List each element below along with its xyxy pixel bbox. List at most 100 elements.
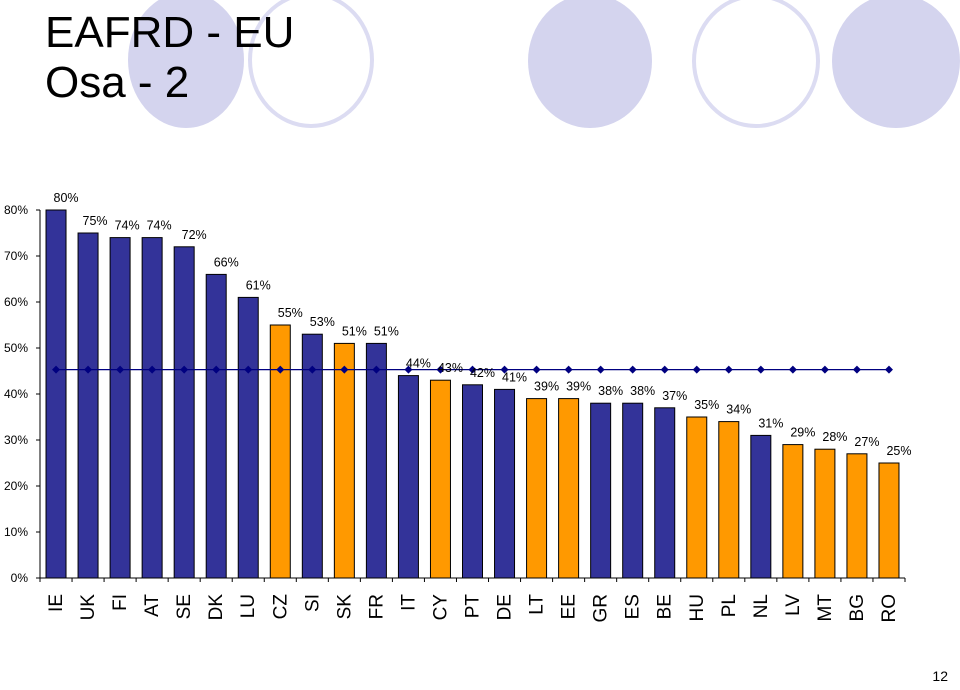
y-tick-label: 50%: [4, 341, 28, 355]
value-label-IE: 80%: [54, 191, 79, 205]
value-label-LU: 61%: [246, 278, 271, 292]
reference-marker: [724, 365, 733, 374]
reference-marker: [52, 365, 61, 374]
value-label-UK: 75%: [83, 214, 108, 228]
value-label-EE: 39%: [566, 380, 591, 394]
decor-circle-5: [832, 0, 960, 128]
bar-LV: [782, 444, 804, 579]
value-label-RO: 25%: [886, 444, 911, 458]
x-category-label-CY: CY: [430, 594, 451, 621]
value-label-DE: 41%: [502, 370, 527, 384]
y-tick-label: 10%: [4, 525, 28, 539]
value-label-SK: 51%: [342, 324, 367, 338]
x-category-label-EE: EE: [559, 594, 580, 619]
y-tick-label: 40%: [4, 387, 28, 401]
value-label-IT: 44%: [406, 357, 431, 371]
reference-marker: [884, 365, 893, 374]
reference-marker: [244, 365, 253, 374]
x-category-label-CZ: CZ: [270, 594, 291, 620]
reference-marker: [660, 365, 669, 374]
x-category-label-BE: BE: [655, 594, 676, 619]
x-category-label-IT: IT: [398, 594, 419, 611]
reference-marker: [820, 365, 829, 374]
reference-marker: [596, 365, 605, 374]
value-label-PL: 34%: [726, 403, 751, 417]
decor-circle-1: [128, 0, 244, 128]
value-label-BE: 37%: [662, 389, 687, 403]
reference-marker: [340, 365, 349, 374]
x-category-label-RO: RO: [879, 594, 900, 623]
bar-FR: [365, 342, 387, 579]
bar-SE: [173, 246, 195, 579]
reference-marker: [84, 365, 93, 374]
bar-EE: [558, 398, 580, 579]
y-tick-label: 80%: [4, 203, 28, 217]
x-category-label-FI: FI: [110, 594, 131, 611]
value-label-LT: 39%: [534, 380, 559, 394]
value-label-SI: 53%: [310, 315, 335, 329]
reference-marker: [756, 365, 765, 374]
value-label-DK: 66%: [214, 255, 239, 269]
reference-marker: [468, 365, 477, 374]
value-label-NL: 31%: [758, 416, 783, 430]
bar-PL: [718, 421, 740, 579]
bar-LT: [526, 398, 548, 579]
title-line-1: EAFRD - EU: [45, 8, 295, 57]
bar-UK: [77, 232, 99, 579]
x-category-label-SK: SK: [334, 594, 355, 620]
x-category-label-AT: AT: [142, 594, 163, 617]
bar-DK: [205, 273, 227, 579]
x-category-label-LT: LT: [527, 594, 548, 615]
reference-marker: [404, 365, 413, 374]
x-category-label-DK: DK: [206, 594, 227, 621]
value-label-MT: 28%: [822, 430, 847, 444]
x-category-label-LV: LV: [783, 594, 804, 616]
y-tick-label: 30%: [4, 433, 28, 447]
slide-title: EAFRD - EU Osa - 2: [45, 8, 294, 108]
reference-marker: [628, 365, 637, 374]
reference-marker: [372, 365, 381, 374]
bar-NL: [750, 434, 772, 579]
title-line-2: Osa - 2: [45, 58, 190, 107]
bar-MT: [814, 448, 836, 579]
x-category-label-GR: GR: [591, 594, 612, 623]
value-label-GR: 38%: [598, 384, 623, 398]
bar-IT: [397, 375, 419, 579]
bar-CZ: [269, 324, 291, 579]
x-category-label-SE: SE: [174, 594, 195, 619]
reference-marker: [148, 365, 157, 374]
bar-HU: [686, 416, 708, 579]
x-category-label-MT: MT: [815, 594, 836, 622]
bar-AT: [141, 237, 163, 579]
reference-marker: [276, 365, 285, 374]
bar-PT: [462, 384, 483, 579]
decor-circle-4: [692, 0, 820, 128]
value-label-FI: 74%: [115, 219, 140, 233]
reference-marker: [500, 365, 509, 374]
y-tick-label: 60%: [4, 295, 28, 309]
value-label-CZ: 55%: [278, 306, 303, 320]
x-category-label-FR: FR: [366, 594, 387, 619]
reference-marker: [180, 365, 189, 374]
x-category-label-LU: LU: [238, 594, 259, 618]
reference-marker: [564, 365, 573, 374]
x-category-label-ES: ES: [623, 594, 644, 619]
value-label-FR: 51%: [374, 324, 399, 338]
value-label-LV: 29%: [790, 426, 815, 440]
bar-RO: [878, 462, 900, 579]
bar-SK: [333, 342, 355, 579]
bar-FI: [109, 237, 131, 579]
value-label-HU: 35%: [694, 398, 719, 412]
bar-LU: [237, 296, 259, 579]
reference-marker: [116, 365, 125, 374]
bar-BG: [846, 453, 868, 579]
reference-marker: [436, 365, 445, 374]
reference-marker: [692, 365, 701, 374]
bar-CY: [429, 379, 451, 579]
value-label-PT: 42%: [470, 366, 495, 380]
reference-marker: [308, 365, 317, 374]
bar-SI: [301, 333, 323, 579]
reference-marker: [852, 365, 861, 374]
x-category-label-SI: SI: [302, 594, 323, 612]
